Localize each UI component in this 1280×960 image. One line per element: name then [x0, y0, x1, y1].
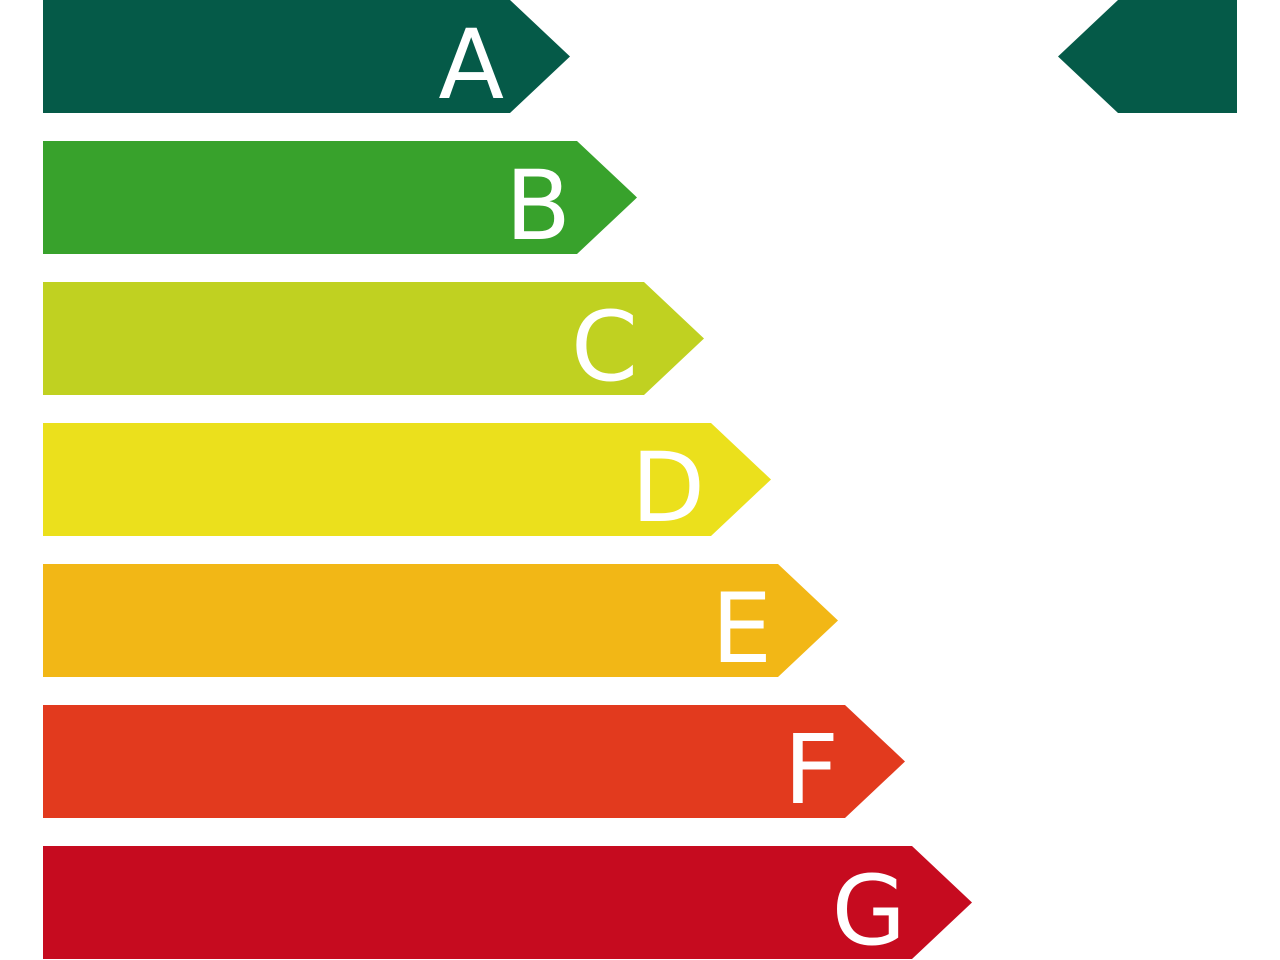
rating-letter: F [784, 714, 839, 826]
rating-bar-d: D [43, 423, 771, 544]
rating-letter: G [832, 855, 906, 960]
rating-arrow-shape [43, 705, 905, 818]
rating-arrow-shape [43, 564, 838, 677]
rating-letter: B [505, 150, 571, 262]
rating-bar-g: G [43, 846, 972, 960]
rating-letter: E [711, 573, 772, 685]
rating-bar-a: A [43, 0, 570, 121]
rating-letter: A [438, 9, 504, 121]
rating-arrow-shape [43, 423, 771, 536]
rating-bar-e: E [43, 564, 838, 685]
rating-arrow-shape [43, 141, 637, 254]
rating-arrow-shape [43, 0, 570, 113]
rating-letter: C [571, 291, 638, 403]
rating-bar-b: B [43, 141, 637, 262]
current-rating-indicator [1058, 0, 1237, 113]
rating-bar-c: C [43, 282, 704, 403]
rating-arrow-shape [43, 846, 972, 959]
rating-bar-f: F [43, 705, 905, 826]
rating-arrow-shape [43, 282, 704, 395]
rating-letter: D [631, 432, 705, 544]
